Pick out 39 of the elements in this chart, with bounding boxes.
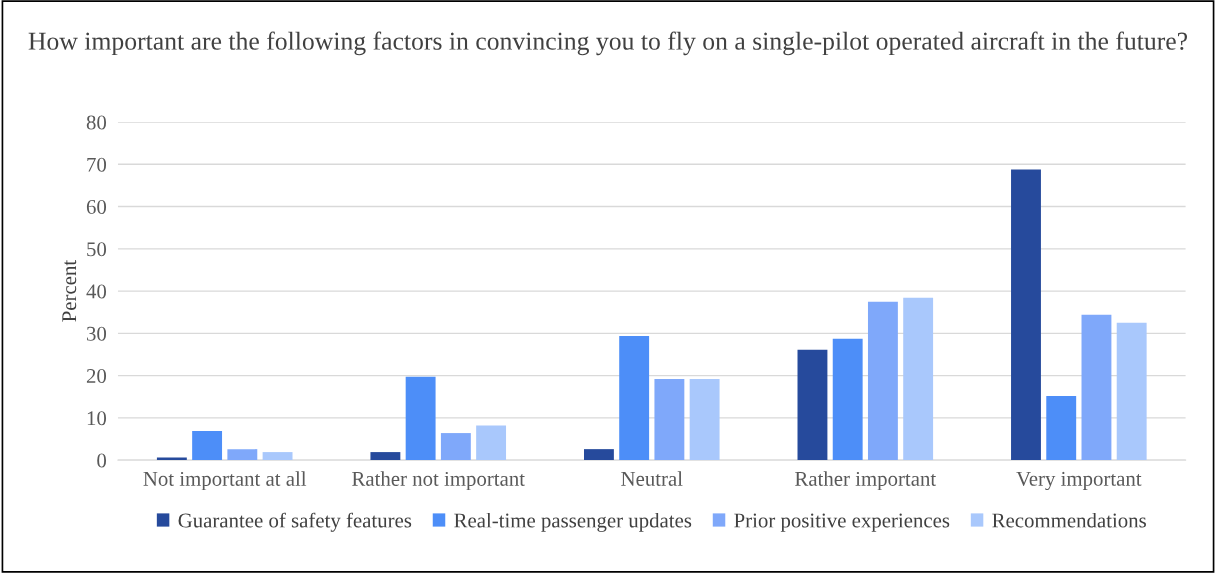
y-tick-label: 60 xyxy=(86,199,107,214)
bar xyxy=(1081,314,1112,461)
bar xyxy=(476,425,507,461)
bar xyxy=(903,297,934,461)
bar xyxy=(262,452,293,461)
bar xyxy=(832,338,863,461)
bar xyxy=(654,378,685,461)
bar xyxy=(797,349,828,461)
legend-label: Real-time passenger updates xyxy=(454,512,692,532)
x-tick-label: Rather not important xyxy=(352,471,525,491)
x-tick-label: Very important xyxy=(1016,471,1142,491)
bar xyxy=(192,430,223,461)
y-tick-label: 40 xyxy=(86,284,107,299)
bar xyxy=(867,301,898,461)
x-tick-label: Not important at all xyxy=(143,471,307,491)
legend-label: Prior positive experiences xyxy=(734,513,950,532)
y-tick-label: 30 xyxy=(87,326,107,341)
bar xyxy=(227,449,258,461)
legend-label: Recommendations xyxy=(992,512,1146,528)
bar xyxy=(440,433,471,461)
x-tick-label: Rather important xyxy=(795,471,937,491)
bar xyxy=(405,376,436,461)
y-tick-label: 10 xyxy=(87,411,107,426)
x-tick-label: Neutral xyxy=(621,471,683,486)
y-axis-title: Percent xyxy=(62,259,77,322)
y-tick-label: 50 xyxy=(87,242,107,257)
chart-title: How important are the following factors in convincing you to fly on a single-pilot operated aircraft in the future? xyxy=(28,31,1188,56)
y-tick-label: 70 xyxy=(87,157,107,172)
bar xyxy=(583,449,614,461)
y-tick-label: 20 xyxy=(86,368,107,384)
y-tick-label: 0 xyxy=(97,453,107,468)
bar xyxy=(1046,395,1077,461)
bar xyxy=(1116,322,1147,461)
legend-label: Guarantee of safety features xyxy=(178,512,412,532)
bar xyxy=(370,452,401,461)
bar xyxy=(689,378,720,461)
bar xyxy=(619,335,650,461)
bar xyxy=(1011,169,1041,461)
y-tick-label: 80 xyxy=(86,115,107,130)
